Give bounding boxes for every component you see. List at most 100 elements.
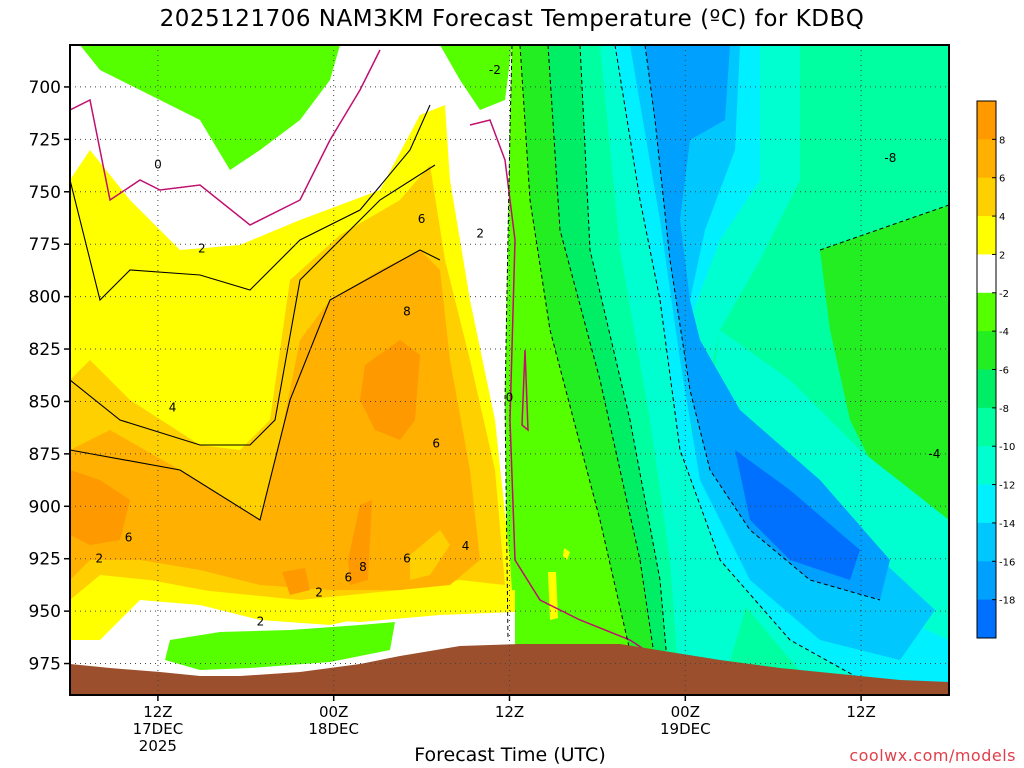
colorbar-label-6: -6 xyxy=(999,366,1009,377)
x-axis-title: Forecast Time (UTC) xyxy=(414,744,606,766)
field-plus8-small xyxy=(282,568,310,595)
field-minus18 xyxy=(735,450,860,580)
colorbar-label-1: 6 xyxy=(999,174,1005,185)
field-nearsfc-warm-strip xyxy=(70,575,515,630)
grid-lines xyxy=(70,45,949,695)
contour-minus2 xyxy=(504,45,513,641)
y-tick-label-900: 900 xyxy=(29,497,61,517)
contour-label-3: 6 xyxy=(418,212,426,226)
contour-label-17: -8 xyxy=(884,151,896,165)
contour-label-6: 4 xyxy=(169,401,177,415)
field-minus8-warm-patch xyxy=(820,205,949,575)
contour-lines xyxy=(70,45,949,695)
y-tick-label-875: 875 xyxy=(29,445,61,465)
x-tick-label-3-0: 00Z xyxy=(671,703,700,721)
y-tick-label-975: 975 xyxy=(29,655,61,675)
contour-label-8: 6 xyxy=(432,436,440,450)
field-plus8-mid xyxy=(360,340,420,440)
y-tick-label-725: 725 xyxy=(29,130,61,150)
contour-minus12 xyxy=(614,45,881,691)
colorbar-label-3: 2 xyxy=(999,250,1005,261)
field-upper-cold-mid xyxy=(440,45,512,110)
colorbar-bin-9 xyxy=(977,446,996,486)
contour-label-15: 2 xyxy=(315,585,323,599)
field-small-warm-2 xyxy=(563,548,570,560)
y-tick-label-700: 700 xyxy=(29,78,61,98)
contour-plus2 xyxy=(70,104,431,302)
x-tick-label-0-1: 17DEC xyxy=(133,720,184,738)
colorbar-bin-4 xyxy=(977,254,996,294)
contour-label-16: 2 xyxy=(257,615,265,629)
x-tick-label-2-0: 12Z xyxy=(495,703,524,721)
contour-label-5: 8 xyxy=(403,304,411,318)
chart-title: 2025121706 NAM3KM Forecast Temperature (… xyxy=(159,6,865,32)
contour-plus4 xyxy=(70,164,436,446)
colorbar-bin-12 xyxy=(977,561,996,601)
y-axis: 700 725 750 775 800 825 850 875 900 925 950 975 xyxy=(29,78,70,675)
colorbar-bin-8 xyxy=(977,407,996,447)
colorbar-label-8: -10 xyxy=(999,442,1015,453)
colorbar-bin-6 xyxy=(977,331,996,370)
field-plus8-low xyxy=(348,500,372,585)
field-plus6 xyxy=(70,250,480,590)
contour-zero-left xyxy=(70,49,381,226)
colorbar-label-12: -18 xyxy=(999,596,1015,607)
colorbar-label-11: -16 xyxy=(999,557,1015,568)
colorbar-label-2: 4 xyxy=(999,212,1005,223)
y-tick-label-825: 825 xyxy=(29,340,61,360)
x-tick-label-1-0: 00Z xyxy=(319,703,348,721)
contour-label-7: 0 xyxy=(506,390,514,404)
colorbar: 8 6 4 2 -2 -4 -6 -8 -10 -12 -14 -16 -18 xyxy=(976,100,1015,639)
contour-label-10: 2 xyxy=(95,552,103,566)
x-tick-label-4-0: 12Z xyxy=(846,703,875,721)
field-minus14 xyxy=(630,45,935,660)
contour-zero-right xyxy=(469,119,661,661)
contour-label-13: 6 xyxy=(345,571,353,585)
contour-zero-loop xyxy=(521,349,529,432)
contour-label-9: 6 xyxy=(125,531,133,545)
y-tick-label-850: 850 xyxy=(29,392,61,412)
contour-plus6 xyxy=(70,249,441,521)
contour-label-11: 8 xyxy=(359,560,367,574)
field-upper-cold-left xyxy=(80,45,340,170)
colorbar-bin-7 xyxy=(977,369,996,409)
x-tick-label-0-0: 12Z xyxy=(143,703,172,721)
colorbar-bin-10 xyxy=(977,484,996,524)
colorbar-bin-3 xyxy=(977,216,996,255)
contour-label-18: -4 xyxy=(928,447,940,461)
colorbar-bin-0 xyxy=(977,101,996,140)
colorbar-label-9: -12 xyxy=(999,481,1015,492)
y-tick-label-950: 950 xyxy=(29,602,61,622)
field-plus8-left xyxy=(70,470,130,545)
contour-minus8-patch xyxy=(819,204,949,251)
y-tick-label-750: 750 xyxy=(29,183,61,203)
contour-label-1: 0 xyxy=(154,158,162,172)
colorbar-label-7: -8 xyxy=(999,404,1009,415)
x-tick-label-3-1: 19DEC xyxy=(660,720,711,738)
colorbar-bin-11 xyxy=(977,522,996,562)
x-tick-label-0-2: 2025 xyxy=(139,737,177,755)
terrain xyxy=(70,644,949,695)
colorbar-bin-5 xyxy=(977,292,996,332)
y-tick-label-800: 800 xyxy=(29,288,61,308)
contour-minus16 xyxy=(644,45,881,601)
field-nearsfc-cold xyxy=(165,622,395,670)
y-tick-label-775: 775 xyxy=(29,235,61,255)
colorbar-bin-1 xyxy=(977,139,996,179)
x-tick-label-1-1: 18DEC xyxy=(308,720,359,738)
colorbar-label-5: -4 xyxy=(999,327,1009,338)
colorbar-label-4: -2 xyxy=(999,289,1009,300)
contour-label-4: 2 xyxy=(476,227,484,241)
colorbar-label-0: 8 xyxy=(999,135,1005,146)
contour-label-2: 2 xyxy=(198,241,206,255)
y-tick-label-925: 925 xyxy=(29,550,61,570)
colorbar-label-10: -14 xyxy=(999,519,1015,530)
contour-label-14: 4 xyxy=(462,539,470,553)
credit-link[interactable]: coolwx.com/models xyxy=(849,746,1016,765)
contour-minus8 xyxy=(579,45,671,695)
colorbar-bin-13 xyxy=(977,599,996,639)
colorbar-bin-2 xyxy=(977,177,996,217)
contour-minus6 xyxy=(547,45,661,695)
